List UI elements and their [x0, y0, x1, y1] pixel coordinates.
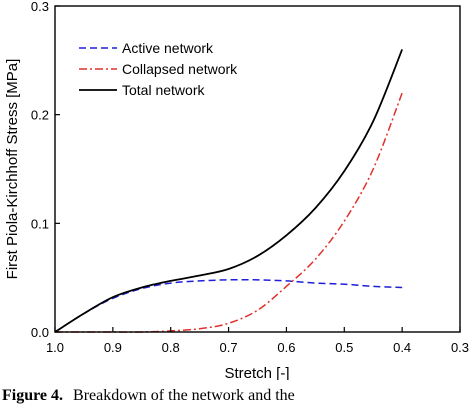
y-axis-label: First Piola-Kirchhoff Stress [MPa] [4, 59, 21, 280]
y-tick-label: 0.3 [31, 0, 49, 14]
figure-caption: Figure 4. Breakdown of the network and th… [0, 382, 474, 409]
axis-ticks [54, 5, 461, 333]
y-tick-label: 0.2 [31, 108, 49, 123]
x-axis-label: Stretch [-] [224, 365, 289, 380]
x-tick-label: 1.0 [46, 340, 64, 355]
data-curves [54, 49, 403, 333]
x-tick-label: 0.4 [393, 340, 411, 355]
legend-label-1: Active network [122, 40, 214, 56]
caption-figure-label: Figure 4. [2, 387, 64, 404]
legend-label-3: Total network [122, 82, 205, 98]
y-tick-label: 0.0 [31, 325, 49, 340]
x-tick-label: 0.5 [335, 340, 353, 355]
axis-tick-labels: 1.0 0.9 0.8 0.7 0.6 0.5 0.4 0.3 0.0 0.1 0.2 0.3 [31, 0, 469, 355]
x-tick-label: 0.6 [277, 340, 295, 355]
series-line-2 [55, 92, 403, 333]
x-tick-label: 0.9 [104, 340, 122, 355]
legend-label-2: Collapsed network [122, 61, 238, 77]
series-line-3 [54, 49, 403, 333]
x-tick-label: 0.7 [220, 340, 238, 355]
stress-stretch-chart: 1.0 0.9 0.8 0.7 0.6 0.5 0.4 0.3 0.0 0.1 0.2 0.3 Str… [4, 0, 469, 380]
legend: Active network Collapsed network Total net… [79, 40, 238, 98]
caption-text: Breakdown of the network and the [73, 387, 295, 404]
x-tick-label: 0.3 [451, 340, 469, 355]
series-line-1 [54, 278, 403, 333]
x-tick-label: 0.8 [162, 340, 180, 355]
y-tick-label: 0.1 [31, 216, 49, 231]
plot-frame [54, 5, 461, 333]
